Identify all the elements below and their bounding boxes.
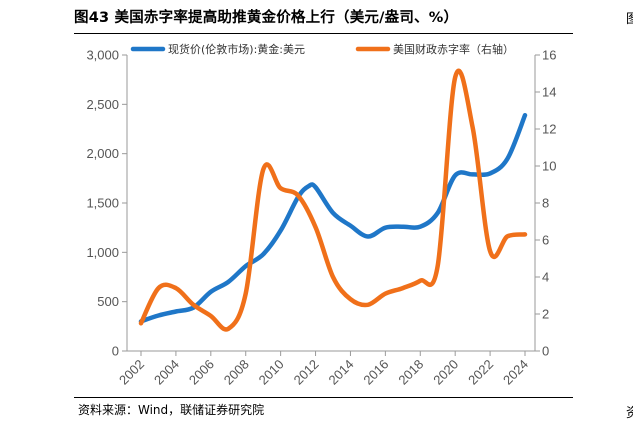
left-axis-tick-label: 2,500	[86, 97, 119, 112]
x-axis-tick-label: 2014	[326, 357, 357, 388]
left-axis-tick-label: 2,000	[86, 146, 119, 161]
cropped-next-source-note: 资	[626, 406, 633, 421]
right-axis-tick-label: 14	[542, 85, 556, 100]
legend-label-gold: 现货价(伦敦市场):黄金:美元	[168, 42, 305, 56]
x-axis-tick-label: 2022	[465, 357, 496, 388]
x-axis-tick-label: 2008	[221, 357, 252, 388]
right-axis-tick-label: 0	[542, 344, 549, 359]
source-rule	[74, 397, 573, 398]
right-axis-tick-label: 10	[542, 159, 556, 174]
right-axis-tick-label: 6	[542, 233, 549, 248]
left-axis-tick-label: 1,500	[86, 196, 119, 211]
right-axis-tick-label: 8	[542, 196, 549, 211]
gold-price-line	[138, 112, 528, 324]
chart-legend: 现货价(伦敦市场):黄金:美元 美国财政赤字率（右轴）	[130, 42, 514, 56]
title-rule	[74, 33, 573, 34]
left-axis-tick-label: 500	[97, 294, 119, 309]
x-axis-tick-label: 2024	[500, 357, 531, 388]
left-axis-tick-label: 1,000	[86, 245, 119, 260]
right-axis-tick-label: 4	[542, 270, 549, 285]
x-axis-tick-label: 2018	[395, 357, 426, 388]
cropped-next-figure-title: 图	[626, 12, 633, 27]
x-axis-tick-label: 2002	[116, 357, 147, 388]
right-axis-tick-label: 16	[542, 48, 556, 63]
chart-series	[138, 68, 528, 332]
deficit-rate-line	[138, 68, 528, 332]
legend-label-deficit: 美国财政赤字率（右轴）	[393, 42, 514, 56]
right-axis-tick-label: 2	[542, 307, 549, 322]
x-axis-tick-label: 2012	[291, 357, 322, 388]
x-axis-tick-label: 2004	[151, 357, 182, 388]
left-axis-tick-label: 3,000	[86, 48, 119, 63]
x-axis-tick-label: 2016	[360, 357, 391, 388]
source-note: 资料来源：Wind，联储证券研究院	[78, 403, 265, 417]
right-axis-tick-label: 12	[542, 122, 556, 137]
figure-title: 图43 美国赤字率提高助推黄金价格上行（美元/盎司、%）	[74, 10, 459, 26]
x-axis-tick-label: 2020	[430, 357, 461, 388]
x-axis-tick-label: 2010	[256, 357, 287, 388]
x-axis-tick-label: 2006	[186, 357, 217, 388]
left-axis-tick-label: 0	[112, 344, 119, 359]
